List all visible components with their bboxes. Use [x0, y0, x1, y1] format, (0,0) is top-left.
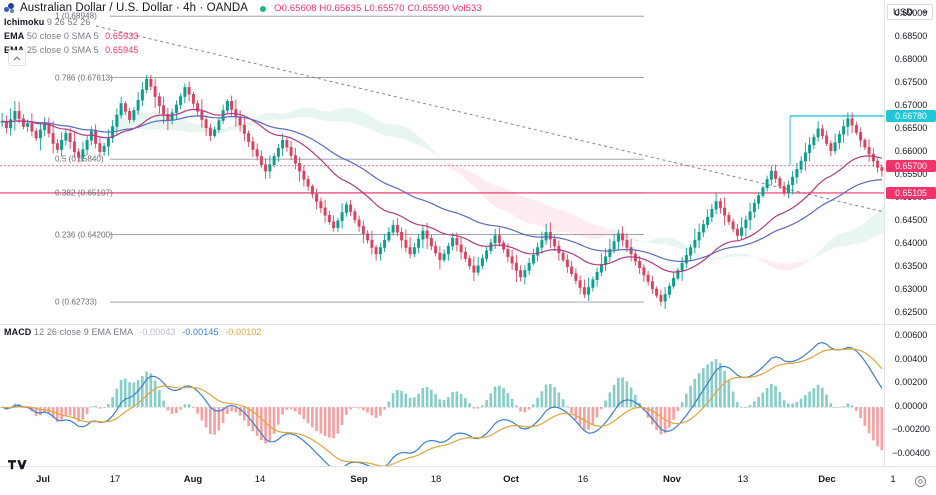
time-label: 14 [254, 474, 266, 485]
price-tag-pink-lower[interactable]: 0.65105 [886, 186, 936, 199]
time-label: Oct [503, 474, 519, 485]
price-tick: 0.68000 [894, 54, 928, 65]
price-tick: 0.66500 [894, 123, 928, 134]
price-pane[interactable]: 1 (0.68948) 0.786 (0.67613) 0.5 (0.65840) 0… [0, 0, 884, 322]
macd-tick: −0.00400 [892, 447, 930, 458]
macd-chart-svg [0, 342, 884, 466]
tradingview-logo[interactable] [8, 458, 30, 472]
price-tag-cyan[interactable]: 0.66780 [886, 109, 936, 122]
time-label: Dec [818, 474, 836, 485]
price-tick: 0.63500 [894, 261, 928, 272]
price-axis[interactable]: USD 0.69000 0.68500 0.68000 0.67500 0.67000 0… [884, 0, 936, 466]
chevron-down-icon [922, 10, 928, 14]
price-tick: 0.64500 [894, 215, 928, 226]
time-label: 1 [890, 474, 896, 485]
price-tick: 0.66000 [894, 146, 928, 157]
price-tick: 0.68500 [894, 31, 928, 42]
currency-selector[interactable]: USD [887, 4, 933, 20]
price-chart-svg [0, 15, 884, 310]
time-label: Aug [183, 474, 203, 485]
price-tick: 0.62500 [894, 307, 928, 318]
time-label: Jul [36, 474, 50, 485]
chevron-up-icon [13, 55, 21, 60]
time-label: 17 [109, 474, 121, 485]
time-label: 13 [737, 474, 749, 485]
macd-tick: 0.00400 [894, 353, 928, 364]
fib-level-label: 0.5 (0.65840) [55, 154, 104, 164]
time-axis[interactable]: Jul 17 Aug 14 Sep 18 Oct 16 Nov 13 Dec 1 [0, 466, 936, 495]
gear-icon[interactable] [914, 475, 927, 488]
macd-tick: −0.00200 [892, 424, 930, 435]
fib-level-label: 0 (0.62733) [55, 297, 97, 307]
macd-tick: 0.00000 [894, 400, 928, 411]
price-tick: 0.65500 [894, 169, 928, 180]
price-tick: 0.69000 [894, 8, 928, 19]
price-tick: 0.67500 [894, 77, 928, 88]
fib-level-label: 0.236 (0.64200) [55, 230, 113, 240]
price-tick: 0.63000 [894, 284, 928, 295]
time-label: 18 [430, 474, 442, 485]
time-label: Sep [350, 474, 368, 485]
price-tag-pink-upper[interactable]: 0.65700 [886, 159, 936, 172]
fib-level-label: 0.786 (0.67613) [55, 73, 113, 83]
time-label: Nov [663, 474, 681, 485]
price-tick: 0.67000 [894, 100, 928, 111]
fib-level-label: 0.382 (0.65107) [55, 188, 113, 198]
fib-level-label: 1 (0.68948) [55, 11, 97, 21]
macd-tick: 0.00200 [894, 377, 928, 388]
currency-label: USD [893, 6, 914, 18]
macd-pane[interactable] [0, 324, 884, 467]
collapse-legend-button[interactable] [8, 50, 26, 66]
time-label: 16 [577, 474, 589, 485]
macd-tick: 0.00600 [894, 330, 928, 341]
axis-divider [885, 324, 936, 325]
price-tick: 0.64000 [894, 238, 928, 249]
